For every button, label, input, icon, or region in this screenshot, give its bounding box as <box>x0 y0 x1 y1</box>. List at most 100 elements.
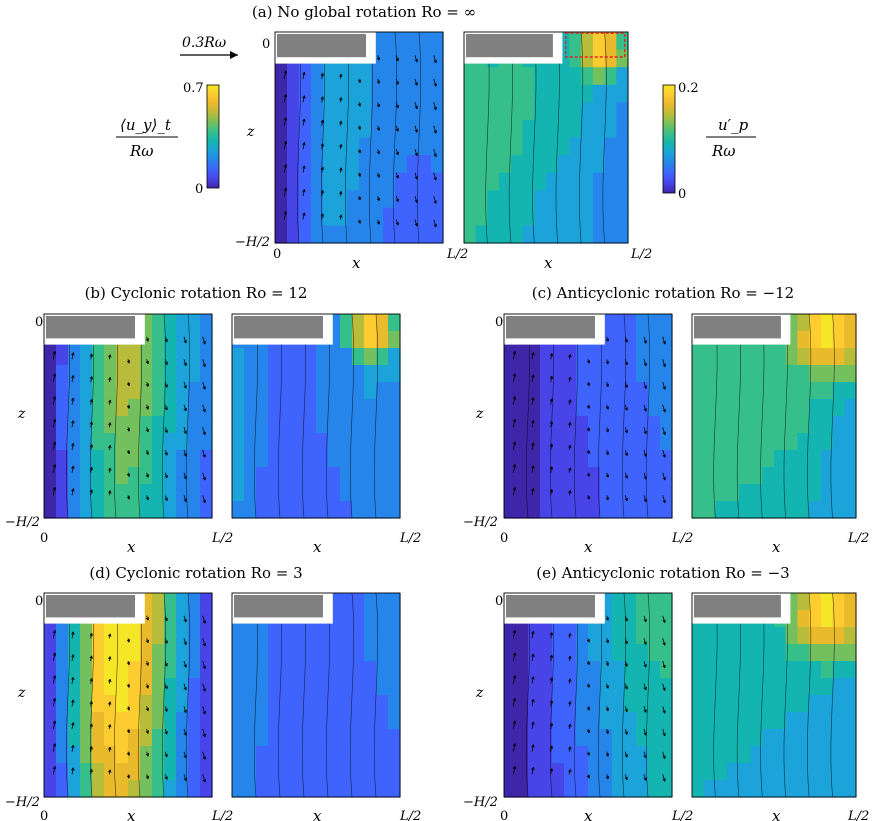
fluct-field-cell <box>715 780 728 798</box>
fluct-field-cell <box>268 729 281 747</box>
fluct-field-cell <box>256 746 269 764</box>
fluct-field-cell <box>832 678 845 696</box>
y-tick-label: −H/2 <box>5 795 40 810</box>
velocity-arrow-head <box>108 633 112 637</box>
fluct-field-cell <box>844 433 857 451</box>
fluct-field-cell <box>727 484 740 502</box>
velocity-arrow-head <box>586 639 590 643</box>
mean-field-cell <box>68 450 81 468</box>
fluct-field-cell <box>304 712 317 730</box>
mean-field-cell <box>419 67 432 86</box>
mean-field-cell <box>636 399 649 417</box>
mean-field-cell <box>128 416 141 434</box>
fluct-field-cell <box>738 399 752 417</box>
velocity-arrow <box>433 102 437 110</box>
mean-field-cell <box>660 610 673 628</box>
fluct-field-cell <box>268 484 281 502</box>
mean-field-cell <box>140 433 153 451</box>
velocity-arrow-head <box>414 58 418 63</box>
mean-field-cell <box>624 365 637 383</box>
fluct-field-cell <box>292 382 305 400</box>
mean-field-cell <box>56 729 69 747</box>
fluct-field-cell <box>244 467 257 485</box>
mean-field-cell <box>128 433 141 451</box>
mean-field-cell <box>92 365 105 383</box>
mean-field-contour <box>621 313 627 519</box>
velocity-arrow-head <box>605 361 609 365</box>
fluct-field-cell <box>352 678 365 696</box>
mean-field-cell <box>68 746 81 764</box>
velocity-arrow-head <box>202 431 206 436</box>
mean-field-cell <box>588 661 601 679</box>
velocity-arrow-head <box>568 444 572 449</box>
velocity-arrow-head <box>568 678 572 682</box>
velocity-arrow-head <box>624 452 628 456</box>
velocity-arrow-head <box>568 746 572 750</box>
mean-field-cell <box>104 627 117 645</box>
mean-field-cell <box>528 501 541 519</box>
mean-field-cell <box>92 695 105 713</box>
y-tick-label: −H/2 <box>235 235 270 250</box>
mean-field-cell <box>407 137 420 156</box>
velocity-arrow <box>624 774 628 781</box>
mean-field-blank-box <box>506 316 595 339</box>
mean-field-cell <box>68 416 81 434</box>
fluct-field-cell <box>592 67 606 86</box>
mean-field-cell <box>540 627 553 645</box>
mean-field-cell <box>660 661 673 679</box>
velocity-arrow <box>283 94 287 103</box>
fluct-field-cell <box>692 644 705 662</box>
mean-field-cell <box>612 746 625 764</box>
velocity-arrow <box>52 743 56 752</box>
mean-field-cell <box>636 348 649 366</box>
mean-field-cell <box>200 399 213 417</box>
mean-field-cell <box>164 695 177 713</box>
mean-field-cell <box>552 501 565 519</box>
mean-field-cell <box>44 729 57 747</box>
fluct-field-cell <box>797 484 810 502</box>
velocity-arrow-head <box>52 698 57 702</box>
mean-field-cell <box>116 763 129 781</box>
mean-field-cell <box>576 450 589 468</box>
fluct-field-cell <box>797 450 810 468</box>
mean-field-cell <box>431 207 444 226</box>
fluct-field-cell <box>376 501 389 519</box>
fluct-field-cell <box>244 365 257 383</box>
mean-field-cell <box>528 399 541 417</box>
fluct-field-cell <box>820 678 834 696</box>
fluct-field-cell <box>703 746 716 764</box>
fluct-field-cell <box>534 102 547 121</box>
mean-field-cell <box>116 484 129 502</box>
velocity-arrow-head <box>357 79 361 83</box>
mean-field-cell <box>576 627 589 645</box>
velocity-arrow-head <box>643 732 647 736</box>
fluct-field-cell <box>256 627 269 645</box>
mean-field-cell <box>56 695 69 713</box>
mean-field-cell <box>68 365 81 383</box>
fluct-field-cell <box>762 501 775 519</box>
mean-field-cell <box>176 610 189 628</box>
mean-field-cell <box>92 712 105 730</box>
velocity-arrow-head <box>202 711 206 715</box>
mean-field-cell <box>200 433 213 451</box>
mean-field-cell <box>576 780 589 798</box>
mean-field-cell <box>395 137 408 156</box>
fluct-field-cell <box>546 190 559 209</box>
velocity-arrow <box>71 699 74 707</box>
velocity-arrow <box>164 472 168 479</box>
mean-field-cell <box>660 593 673 611</box>
fluct-field-cell <box>715 661 728 679</box>
fluct-field-cell <box>268 661 281 679</box>
velocity-arrow <box>395 195 399 202</box>
fluct-field-cell <box>762 433 775 451</box>
velocity-arrow-head <box>71 631 75 635</box>
mean-field-cell <box>200 450 213 468</box>
velocity-arrow-head <box>164 640 168 644</box>
mean-field-cell <box>152 501 165 519</box>
fluct-field-cell <box>692 416 705 434</box>
velocity-arrow <box>531 767 534 775</box>
fluct-field-cell <box>785 433 798 451</box>
velocity-arrow-head <box>357 126 361 130</box>
fluct-field-cell <box>738 763 752 781</box>
velocity-arrow <box>414 125 418 133</box>
